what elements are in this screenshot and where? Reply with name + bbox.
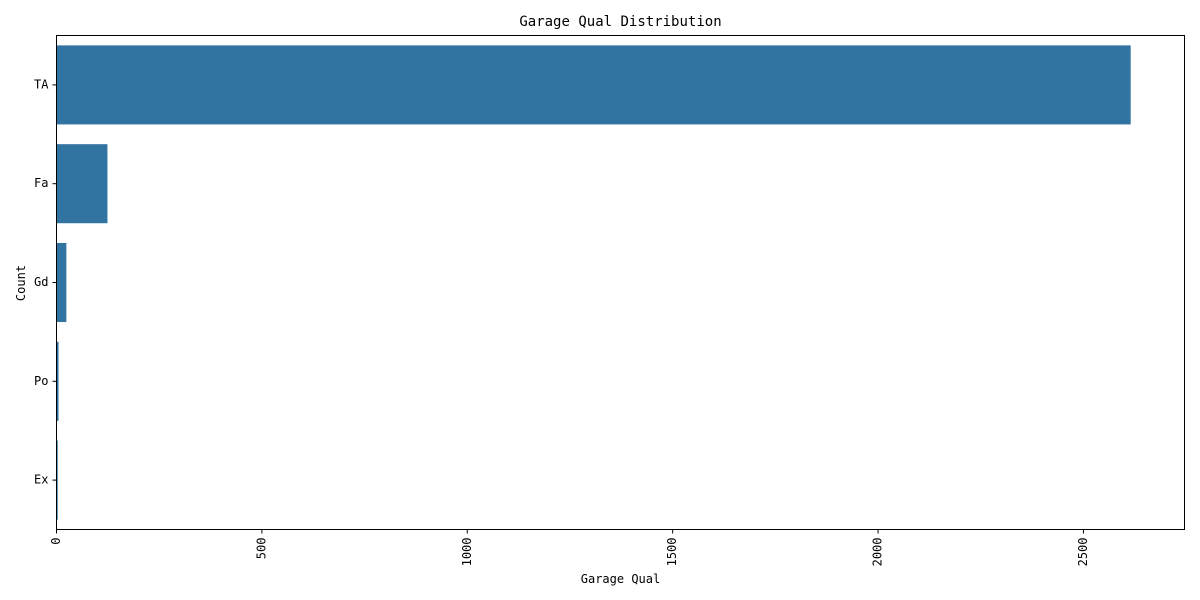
bar-ta [56,45,1131,125]
bar-fa [56,144,108,224]
y-tick-label: TA [34,77,49,91]
y-tick-label: Fa [34,176,48,190]
bar-ex [56,440,58,520]
plot-frame [56,35,1185,530]
x-axis-label: Garage Qual [581,572,660,586]
x-tick-label: 2000 [871,538,885,567]
chart-title: Garage Qual Distribution [519,14,721,30]
y-tick-label: Po [34,374,48,388]
x-axis-ticks: 0 500 1000 1500 2000 2500 [49,529,1090,567]
y-axis-label: Count [14,265,28,301]
x-tick-label: 500 [254,538,268,560]
x-tick-label: 1000 [460,538,474,567]
y-tick-label: Ex [34,473,48,487]
bar-po [56,341,59,421]
y-tick-label: Gd [34,275,48,289]
bar-gd [56,242,67,323]
x-tick-label: 0 [49,538,63,545]
bars-group [56,45,1131,520]
x-tick-label: 1500 [665,538,679,567]
y-axis-ticks: TA Fa Gd Po Ex [34,77,57,487]
x-tick-label: 2500 [1076,538,1090,567]
